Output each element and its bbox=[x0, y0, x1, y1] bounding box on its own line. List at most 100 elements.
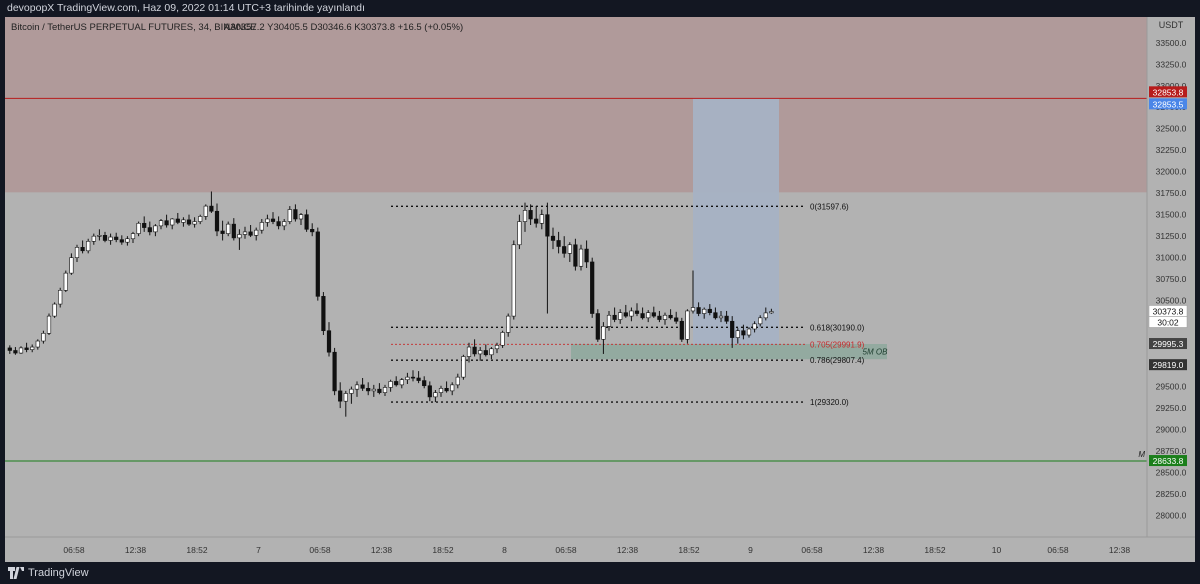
price-tick-label: 31750.0 bbox=[1156, 188, 1187, 198]
price-tick-label: 29000.0 bbox=[1156, 425, 1187, 435]
candle-up bbox=[354, 384, 360, 390]
candle-up bbox=[41, 332, 46, 342]
order-block bbox=[571, 344, 887, 360]
long-target-badge bbox=[1149, 98, 1187, 110]
candle-up bbox=[646, 312, 651, 319]
candle-up bbox=[685, 310, 690, 340]
symbol-title[interactable]: Bitcoin / TetherUS PERPETUAL FUTURES, 34… bbox=[11, 22, 257, 33]
support-badge-text: 28633.8 bbox=[1153, 456, 1184, 466]
candle-up bbox=[237, 234, 242, 239]
candle-down bbox=[410, 376, 416, 379]
candle-down bbox=[293, 209, 298, 220]
candle-up bbox=[74, 247, 80, 258]
zones-layer: 5M OB bbox=[5, 17, 1147, 360]
candle-down bbox=[142, 222, 147, 228]
time-tick-label: 7 bbox=[256, 545, 261, 555]
long-target-box bbox=[693, 98, 779, 348]
candle-up bbox=[769, 311, 774, 314]
candle-down bbox=[270, 218, 276, 222]
candle-down bbox=[321, 296, 326, 332]
candle-up bbox=[46, 315, 52, 334]
countdown-badge-text: 30:02 bbox=[1157, 317, 1179, 327]
candle-up bbox=[478, 350, 483, 355]
candle-down bbox=[573, 244, 578, 267]
candle-up bbox=[629, 310, 634, 317]
candle-down bbox=[528, 210, 533, 220]
candle-down bbox=[186, 219, 192, 225]
candle-up bbox=[450, 384, 455, 392]
candle-down bbox=[674, 317, 679, 322]
time-tick-label: 8 bbox=[502, 545, 507, 555]
candle-down bbox=[444, 388, 449, 392]
time-axis[interactable]: 06:58 12:38 18:52 7 06:58 12:38 18:52 8 06:58 12:… bbox=[63, 545, 1130, 555]
candle-up bbox=[500, 332, 505, 346]
candle-down bbox=[590, 261, 595, 314]
publish-header: devopopX TradingView.com, Haz 09, 2022 0… bbox=[0, 0, 1200, 17]
candle-down bbox=[80, 247, 85, 252]
candle-down bbox=[326, 330, 332, 353]
candle-down bbox=[422, 380, 427, 387]
price-tick-label: 32250.0 bbox=[1156, 145, 1187, 155]
candle-down bbox=[13, 350, 18, 354]
levels-layer: M bbox=[5, 97, 1147, 462]
candle-down bbox=[534, 218, 539, 224]
time-tick-label: 06:58 bbox=[63, 545, 85, 555]
footer-bar: TradingView bbox=[0, 562, 1200, 584]
candle-up bbox=[192, 221, 197, 225]
candle-down bbox=[338, 390, 343, 402]
candle-up bbox=[287, 209, 292, 222]
candle-up bbox=[601, 326, 606, 340]
ob-bottom-badge-text: 29819.0 bbox=[1153, 360, 1184, 370]
time-tick-label: 06:58 bbox=[801, 545, 823, 555]
chart-pane[interactable]: 5M OB M 0(31597.6) 0.618(30190.0) 0.705(29… bbox=[5, 17, 1195, 562]
candle-up bbox=[455, 376, 460, 386]
time-tick-label: 18:52 bbox=[924, 545, 946, 555]
candle-down bbox=[640, 313, 645, 319]
candle-up bbox=[91, 235, 96, 242]
candles-layer bbox=[7, 191, 774, 417]
candle-down bbox=[657, 315, 662, 320]
ob-bottom-badge bbox=[1149, 359, 1187, 371]
candle-down bbox=[427, 385, 432, 398]
candle-down bbox=[483, 350, 488, 356]
time-tick-label: 12:38 bbox=[371, 545, 393, 555]
candle-up bbox=[198, 216, 203, 222]
candle-down bbox=[164, 220, 169, 226]
candle-down bbox=[707, 308, 712, 313]
candle-up bbox=[382, 387, 388, 393]
resistance-badge bbox=[1149, 86, 1187, 98]
tradingview-logo-icon[interactable] bbox=[8, 567, 24, 579]
candle-up bbox=[18, 347, 24, 354]
candle-up bbox=[763, 312, 768, 319]
candle-up bbox=[758, 317, 763, 325]
price-tick-label: 28750.0 bbox=[1156, 446, 1187, 456]
price-axis[interactable]: 28000.0 28250.0 28500.0 28750.0 29000.0 29250… bbox=[1156, 38, 1187, 521]
time-tick-label: 10 bbox=[992, 545, 1002, 555]
brand-name[interactable]: TradingView bbox=[28, 567, 89, 579]
candle-up bbox=[466, 346, 472, 357]
candle-up bbox=[662, 314, 668, 320]
candle-up bbox=[170, 218, 175, 226]
candle-down bbox=[360, 384, 365, 389]
ob-top-badge-text: 29995.3 bbox=[1153, 339, 1184, 349]
candle-up bbox=[578, 248, 584, 267]
currency-label[interactable]: USDT bbox=[1159, 20, 1184, 30]
candle-up bbox=[433, 392, 438, 398]
candle-down bbox=[114, 236, 119, 240]
candle-up bbox=[461, 356, 466, 378]
price-tick-label: 33500.0 bbox=[1156, 38, 1187, 48]
price-tick-label: 29500.0 bbox=[1156, 382, 1187, 392]
countdown-badge bbox=[1148, 316, 1188, 328]
long-target-badge-text: 32853.5 bbox=[1153, 99, 1184, 109]
candle-up bbox=[136, 222, 141, 234]
fib-label-4: 1(29320.0) bbox=[810, 398, 849, 407]
time-tick-label: 18:52 bbox=[186, 545, 208, 555]
time-tick-label: 12:38 bbox=[863, 545, 885, 555]
price-tick-label: 30750.0 bbox=[1156, 274, 1187, 284]
candle-down bbox=[679, 320, 684, 340]
candle-down bbox=[550, 235, 556, 241]
candle-down bbox=[366, 388, 371, 392]
candlestick-chart[interactable]: 5M OB M 0(31597.6) 0.618(30190.0) 0.705(29… bbox=[5, 17, 1195, 562]
publish-text: devopopX TradingView.com, Haz 09, 2022 0… bbox=[7, 2, 365, 14]
candle-up bbox=[618, 312, 623, 320]
